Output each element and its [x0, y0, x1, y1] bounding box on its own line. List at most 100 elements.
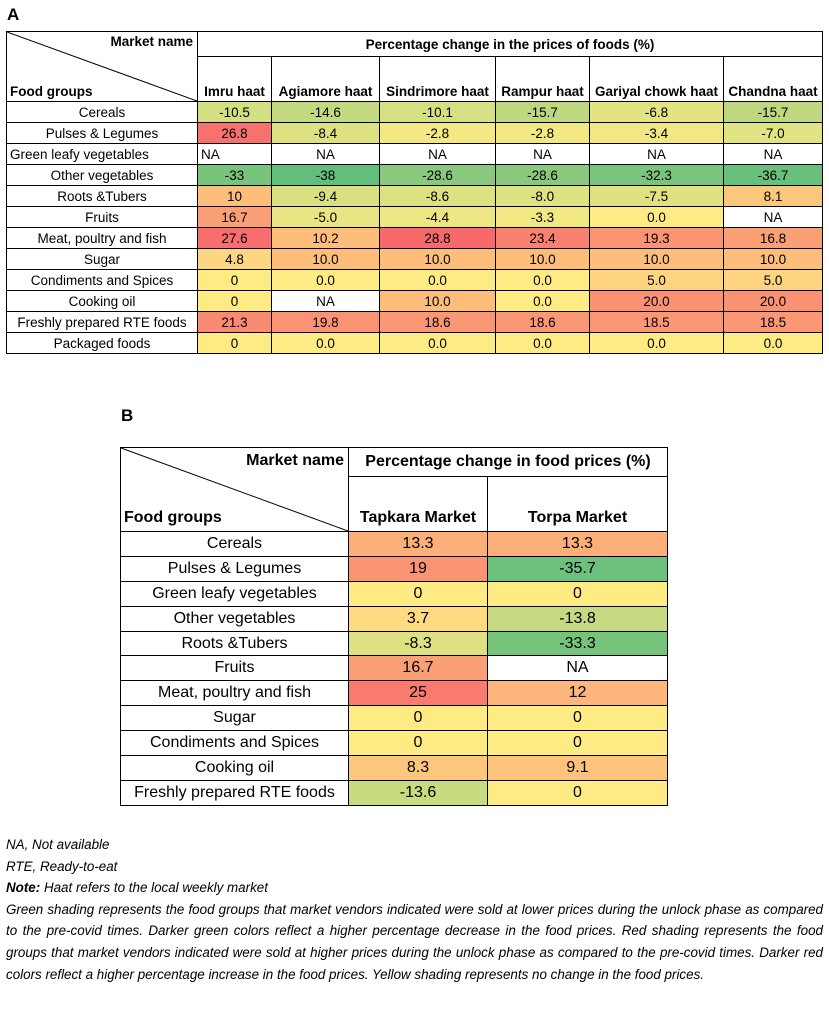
food-group-label: Green leafy vegetables — [6, 143, 198, 165]
value-cell: -8.6 — [379, 185, 496, 207]
table-row: Sugar 0 0 — [120, 705, 668, 732]
value-cell: 19.8 — [271, 311, 380, 333]
value-cell: 5.0 — [589, 269, 724, 291]
value-cell: -3.4 — [589, 122, 724, 144]
value-cell: -7.0 — [722, 122, 824, 144]
food-group-label: Freshly prepared RTE foods — [120, 779, 349, 806]
value-cell: 0 — [348, 705, 488, 732]
value-cell: 27.6 — [197, 227, 272, 249]
value-cell: 10.0 — [379, 248, 496, 270]
market-header-chandna-haat: Chandna haat — [722, 56, 824, 102]
value-cell: 21.3 — [197, 311, 272, 333]
value-cell: -35.7 — [487, 555, 668, 582]
table-row: Fruits 16.7 NA — [120, 655, 668, 682]
food-group-label: Sugar — [120, 705, 349, 732]
food-group-label: Pulses & Legumes — [6, 122, 198, 144]
value-cell: -8.0 — [495, 185, 590, 207]
table-row: Cereals 13.3 13.3 — [120, 531, 668, 557]
table-row: Pulses & Legumes 26.8 -8.4 -2.8 -2.8 -3.4 -7.0 — [6, 122, 824, 144]
value-cell: 18.6 — [379, 311, 496, 333]
value-cell: NA — [589, 143, 724, 165]
value-cell: -9.4 — [271, 185, 380, 207]
value-cell: NA — [379, 143, 496, 165]
food-group-label: Other vegetables — [120, 605, 349, 632]
value-cell: -13.8 — [487, 605, 668, 632]
table-row: Freshly prepared RTE foods -13.6 0 — [120, 779, 668, 806]
value-cell: 0 — [348, 730, 488, 757]
value-cell: -28.6 — [379, 164, 496, 186]
table-row: Packaged foods 0 0.0 0.0 0.0 0.0 0.0 — [6, 332, 824, 354]
value-cell: 0 — [348, 580, 488, 607]
value-cell: 28.8 — [379, 227, 496, 249]
value-cell: 10.0 — [271, 248, 380, 270]
market-header-sindrimore-haat: Sindrimore haat — [379, 56, 496, 102]
value-cell: 13.3 — [348, 531, 488, 557]
value-cell: 0 — [487, 779, 668, 806]
table-row: Roots &Tubers -8.3 -33.3 — [120, 630, 668, 657]
value-cell: 8.3 — [348, 755, 488, 781]
value-cell: 9.1 — [487, 755, 668, 781]
table-row: Other vegetables -33 -38 -28.6 -28.6 -32.3 -36… — [6, 164, 824, 186]
food-groups-label: Food groups — [124, 509, 222, 526]
food-group-label: Fruits — [120, 655, 349, 682]
value-cell: NA — [722, 143, 824, 165]
value-cell: 0 — [487, 730, 668, 757]
value-cell: 18.6 — [495, 311, 590, 333]
value-cell: -2.8 — [379, 122, 496, 144]
food-group-label: Green leafy vegetables — [120, 580, 349, 607]
value-cell: 10 — [197, 185, 272, 207]
food-group-label: Cooking oil — [6, 290, 198, 312]
value-cell: 20.0 — [722, 290, 824, 312]
value-cell: -2.8 — [495, 122, 590, 144]
value-cell: 13.3 — [487, 531, 668, 557]
value-cell: 23.4 — [495, 227, 590, 249]
table-row: Meat, poultry and fish 25 12 — [120, 680, 668, 707]
food-group-label: Roots &Tubers — [6, 185, 198, 207]
value-cell: 10.0 — [589, 248, 724, 270]
food-group-label: Meat, poultry and fish — [6, 227, 198, 249]
food-group-label: Sugar — [6, 248, 198, 270]
footnotes: NA, Not available RTE, Ready-to-eat Note… — [6, 834, 823, 985]
table-header: Percentage change in the prices of foods… — [196, 31, 824, 57]
value-cell: -7.5 — [589, 185, 724, 207]
table-row: Cereals -10.5 -14.6 -10.1 -15.7 -6.8 -15.7 — [6, 101, 824, 123]
table-row: Green leafy vegetables NA NA NA NA NA NA — [6, 143, 824, 165]
food-group-label: Cereals — [120, 531, 349, 557]
value-cell: 0 — [197, 290, 272, 312]
diagonal-divider — [7, 32, 197, 101]
value-cell: -36.7 — [722, 164, 824, 186]
value-cell: 10.2 — [271, 227, 380, 249]
value-cell: 26.8 — [197, 122, 272, 144]
value-cell: 20.0 — [589, 290, 724, 312]
price-change-table-a: Market name Food groups Percentage chang… — [6, 31, 824, 354]
food-group-label: Condiments and Spices — [6, 269, 198, 291]
table-row: Roots &Tubers 10 -9.4 -8.6 -8.0 -7.5 8.1 — [6, 185, 824, 207]
value-cell: 16.7 — [348, 655, 488, 682]
note-text: Haat refers to the local weekly market — [40, 880, 268, 896]
value-cell: -38 — [271, 164, 380, 186]
corner-cell: Market name Food groups — [6, 31, 198, 102]
panel-b-label: B — [121, 406, 134, 425]
value-cell: 0.0 — [495, 269, 590, 291]
value-cell: 4.8 — [197, 248, 272, 270]
table-row: Meat, poultry and fish 27.6 10.2 28.8 23.4 19… — [6, 227, 824, 249]
table-row: Pulses & Legumes 19 -35.7 — [120, 555, 668, 582]
value-cell: -8.3 — [348, 630, 488, 657]
table-row: Condiments and Spices 0 0 — [120, 730, 668, 757]
value-cell: -3.3 — [495, 206, 590, 228]
value-cell: 8.1 — [722, 185, 824, 207]
table-row: Cooking oil 0 NA 10.0 0.0 20.0 20.0 — [6, 290, 824, 312]
value-cell: -13.6 — [348, 779, 488, 806]
value-cell: 0.0 — [495, 290, 590, 312]
value-cell: -8.4 — [271, 122, 380, 144]
market-name-label: Market name — [246, 452, 344, 469]
footnote-note: Note: Haat refers to the local weekly ma… — [6, 877, 823, 899]
food-group-label: Pulses & Legumes — [120, 555, 349, 582]
value-cell: 0.0 — [271, 269, 380, 291]
value-cell: 0 — [487, 580, 668, 607]
footnote-rte: RTE, Ready-to-eat — [6, 858, 118, 874]
value-cell: 0.0 — [271, 332, 380, 354]
value-cell: 19 — [348, 555, 488, 582]
table-header: Percentage change in food prices (%) — [348, 447, 668, 477]
value-cell: -15.7 — [722, 101, 824, 123]
